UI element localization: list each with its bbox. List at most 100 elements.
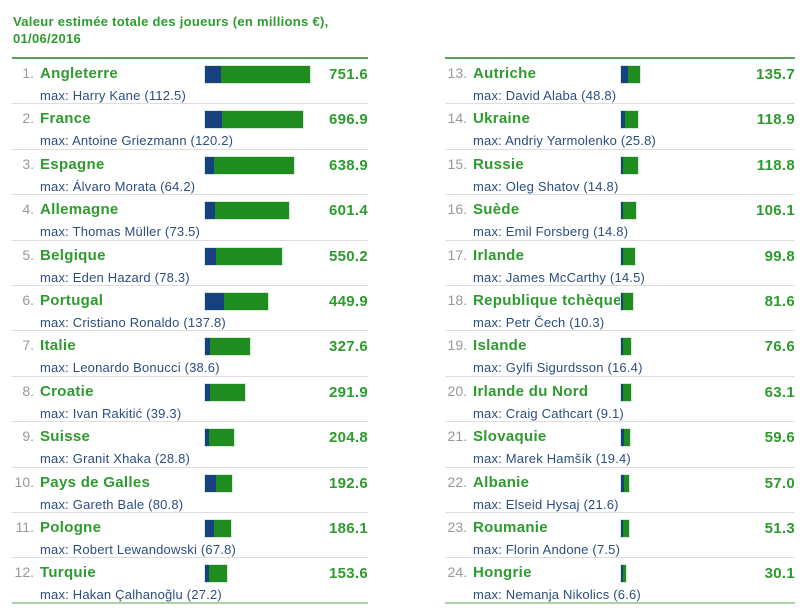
- team-row-main-line: 18. Republique tchèque 81.6: [445, 292, 795, 312]
- max-player-bar-segment: [621, 247, 623, 265]
- team-total-value: 135.7: [755, 66, 795, 83]
- max-player-bar-segment: [205, 292, 224, 310]
- team-total-value: 601.4: [328, 202, 368, 220]
- max-player-bar-segment: [621, 474, 624, 492]
- team-total-value: 118.8: [756, 156, 795, 174]
- team-row: 16. Suède 106.1 max: Emil Forsberg (14.8): [445, 195, 795, 241]
- ranking-column-left: 1. Angleterre 751.6 max: Harry Kane (112.…: [12, 57, 368, 604]
- team-value-bar: [621, 111, 638, 129]
- team-value-bar: [205, 383, 245, 401]
- team-value-bar: [621, 202, 636, 220]
- team-rank: 13.: [447, 65, 467, 81]
- squad-rest-bar-segment: [221, 66, 310, 83]
- team-value-bar: [621, 474, 629, 492]
- team-country: Pays de Galles: [40, 473, 151, 491]
- team-value-bar: [621, 66, 640, 83]
- team-rank: 20.: [447, 382, 467, 399]
- team-row: 19. Islande 76.6 max: Gylfi Sigurdsson (1…: [445, 331, 795, 377]
- team-row: 5. Belgique 550.2 max: Eden Hazard (78.3): [12, 241, 368, 286]
- team-value-bar: [205, 247, 282, 265]
- team-rank: 14.: [447, 110, 467, 127]
- squad-rest-bar-segment: [209, 429, 234, 447]
- team-total-value: 59.6: [764, 429, 795, 447]
- team-row-main-line: 11. Pologne 186.1: [12, 519, 368, 539]
- team-value-bar: [205, 519, 231, 537]
- team-country: Espagne: [40, 155, 105, 173]
- team-country: Albanie: [473, 473, 530, 491]
- team-rank: 4.: [22, 201, 34, 218]
- squad-rest-bar-segment: [624, 474, 629, 492]
- squad-rest-bar-segment: [215, 202, 289, 220]
- team-total-value: 63.1: [764, 383, 795, 401]
- squad-rest-bar-segment: [210, 383, 245, 401]
- max-player-label: max: Granit Xhaka (28.8): [40, 451, 191, 467]
- team-row: 24. Hongrie 30.1 max: Nemanja Nikolics (6…: [445, 558, 795, 604]
- team-country: Hongrie: [473, 564, 532, 582]
- team-row-main-line: 12. Turquie 153.6: [12, 564, 368, 584]
- max-player-label: max: James McCarthy (14.5): [473, 269, 646, 285]
- team-row: 11. Pologne 186.1 max: Robert Lewandowski…: [12, 513, 368, 559]
- max-player-label: max: Gareth Bale (80.8): [40, 496, 184, 512]
- max-player-label: max: Elseid Hysaj (21.6): [473, 496, 619, 512]
- max-player-label: max: Cristiano Ronaldo (137.8): [40, 314, 226, 330]
- page-title-date: 01/06/2016: [13, 31, 82, 46]
- team-value-bar: [621, 519, 629, 537]
- team-country: Pologne: [40, 518, 102, 536]
- team-value-bar: [621, 247, 635, 265]
- team-total-value: 153.6: [328, 565, 368, 583]
- team-row: 1. Angleterre 751.6 max: Harry Kane (112.…: [12, 59, 368, 105]
- squad-rest-bar-segment: [623, 156, 638, 174]
- max-player-label: max: David Alaba (48.8): [473, 88, 617, 103]
- team-row-main-line: 1. Angleterre 751.6: [12, 65, 368, 85]
- team-row: 15. Russie 118.8 max: Oleg Shatov (14.8): [445, 150, 795, 196]
- team-row: 3. Espagne 638.9 max: Álvaro Morata (64.2…: [12, 150, 368, 196]
- team-rank: 21.: [447, 428, 467, 445]
- team-country: Angleterre: [40, 65, 119, 82]
- team-row-main-line: 9. Suisse 204.8: [12, 428, 368, 448]
- team-rank: 22.: [447, 473, 467, 490]
- team-total-value: 76.6: [764, 338, 795, 356]
- team-rank: 23.: [447, 518, 467, 535]
- team-total-value: 638.9: [328, 156, 368, 174]
- team-total-value: 291.9: [328, 383, 368, 401]
- squad-rest-bar-segment: [624, 429, 630, 447]
- team-row-main-line: 19. Islande 76.6: [445, 337, 795, 357]
- team-total-value: 327.6: [328, 338, 368, 356]
- team-total-value: 751.6: [328, 66, 368, 83]
- team-row-main-line: 14. Ukraine 118.9: [445, 110, 795, 130]
- team-row-main-line: 4. Allemagne 601.4: [12, 201, 368, 221]
- squad-rest-bar-segment: [628, 66, 640, 83]
- max-player-bar-segment: [621, 66, 628, 83]
- team-total-value: 192.6: [328, 474, 368, 492]
- max-player-bar-segment: [205, 519, 214, 537]
- team-row-main-line: 8. Croatie 291.9: [12, 383, 368, 403]
- max-player-label: max: Álvaro Morata (64.2): [40, 178, 196, 194]
- max-player-label: max: Eden Hazard (78.3): [40, 269, 190, 285]
- max-player-bar-segment: [621, 292, 623, 310]
- team-row: 6. Portugal 449.9 max: Cristiano Ronaldo …: [12, 286, 368, 332]
- team-country: Russie: [473, 155, 524, 173]
- max-player-label: max: Oleg Shatov (14.8): [473, 178, 619, 194]
- team-rank: 2.: [22, 110, 34, 127]
- team-row: 8. Croatie 291.9 max: Ivan Rakitić (39.3): [12, 377, 368, 423]
- team-country: Allemagne: [40, 201, 119, 219]
- max-player-label: max: Harry Kane (112.5): [40, 88, 186, 103]
- team-rank: 12.: [14, 564, 34, 581]
- team-total-value: 30.1: [764, 565, 795, 583]
- squad-rest-bar-segment: [623, 565, 626, 583]
- max-player-bar-segment: [205, 429, 209, 447]
- squad-rest-bar-segment: [623, 338, 631, 356]
- team-value-bar: [621, 156, 638, 174]
- team-value-bar: [621, 292, 633, 310]
- team-row-main-line: 6. Portugal 449.9: [12, 292, 368, 312]
- team-country: Roumanie: [473, 518, 548, 536]
- team-total-value: 550.2: [328, 247, 368, 265]
- squad-rest-bar-segment: [222, 111, 303, 129]
- squad-rest-bar-segment: [623, 202, 636, 220]
- max-player-label: max: Leonardo Bonucci (38.6): [40, 360, 220, 376]
- team-value-bar: [205, 474, 232, 492]
- team-row: 14. Ukraine 118.9 max: Andriy Yarmolenko …: [445, 104, 795, 150]
- team-rank: 7.: [22, 337, 34, 354]
- team-country: Slovaquie: [473, 428, 547, 446]
